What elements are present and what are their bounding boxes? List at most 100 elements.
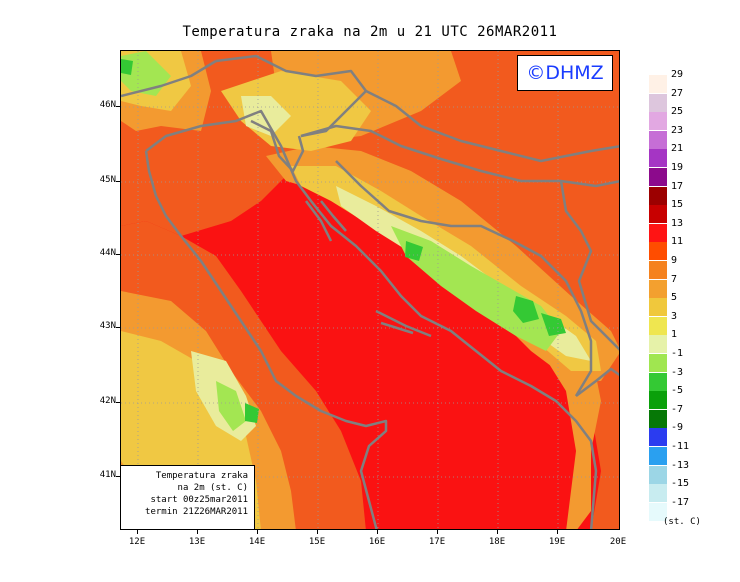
- montenegro-border: [575, 367, 619, 397]
- austria-border: [121, 59, 217, 98]
- legend-label: 7: [671, 273, 678, 285]
- legend-swatch: [649, 428, 667, 447]
- lon-tick: [497, 530, 498, 534]
- lon-label-14e: 14E: [248, 537, 266, 547]
- legend-label: -15: [671, 478, 690, 490]
- legend-swatch: [649, 75, 667, 93]
- lon-label-17e: 17E: [428, 537, 446, 547]
- legend-unit: (st. C): [663, 517, 701, 527]
- legend-label: -3: [671, 366, 684, 378]
- lon-label-18e: 18E: [488, 537, 506, 547]
- legend-label: -13: [671, 459, 690, 471]
- island-3: [375, 309, 432, 338]
- freezing-zone-apennine: [216, 381, 246, 431]
- legend-label: 13: [671, 217, 684, 229]
- legend-label: 27: [671, 87, 684, 99]
- island-2: [320, 200, 347, 232]
- legend-label: 9: [671, 255, 678, 266]
- lat-tick: [116, 181, 120, 182]
- legend-swatch: [649, 149, 667, 168]
- info-line-unit: na 2m (st. C): [177, 483, 248, 493]
- lat-tick: [116, 254, 120, 255]
- lon-tick: [257, 530, 258, 534]
- legend-swatch: [649, 484, 667, 503]
- lat-tick: [116, 402, 120, 403]
- lon-tick: [197, 530, 198, 534]
- legend-label: 23: [671, 124, 684, 136]
- warm-zone-north: [121, 51, 619, 361]
- legend-swatch: [649, 391, 667, 410]
- lat-label-46n: 46N: [99, 100, 116, 110]
- island-4: [380, 321, 414, 335]
- info-line-title: Temperatura zraka: [155, 471, 248, 481]
- legend-label: -9: [671, 422, 684, 434]
- temperature-map: ©DHMZ Temperatura zraka na 2m (st. C) st…: [120, 50, 620, 530]
- lat-label-44n: 44N: [99, 248, 116, 258]
- legend-label: 29: [671, 69, 684, 80]
- info-line-valid: termin 21Z26MAR2011: [145, 507, 248, 517]
- freezing-zone-alps: [121, 51, 171, 96]
- legend-swatch: [649, 93, 667, 112]
- subzero-spot-3: [541, 313, 566, 336]
- hungary-border: [365, 89, 619, 163]
- legend-swatch: [649, 335, 667, 354]
- map-info-box: Temperatura zraka na 2m (st. C) start 00…: [121, 465, 255, 529]
- legend-label: 15: [671, 199, 684, 211]
- legend-swatch: [649, 502, 667, 521]
- legend-swatch: [649, 409, 667, 428]
- mild-zone-montenegro: [541, 351, 601, 529]
- lon-label-13e: 13E: [188, 537, 206, 547]
- lon-label-19e: 19E: [548, 537, 566, 547]
- legend-label: -1: [671, 348, 684, 359]
- info-line-start: start 00z25mar2011: [150, 495, 248, 505]
- legend-swatch: [649, 279, 667, 298]
- subzero-spot-2: [513, 296, 539, 323]
- legend-swatch: [649, 372, 667, 391]
- map-canvas: [121, 51, 619, 529]
- cold-zone-julian: [241, 96, 291, 136]
- subzero-spot-5: [121, 59, 133, 75]
- legend-label: -17: [671, 496, 690, 508]
- slovenia-border: [215, 54, 368, 138]
- lat-tick: [116, 106, 120, 107]
- lon-label-15e: 15E: [308, 537, 326, 547]
- subzero-spot-1: [405, 241, 423, 261]
- lon-label-20e: 20E: [609, 537, 627, 547]
- istria-coastline: [250, 119, 305, 173]
- legend-swatch: [649, 130, 667, 149]
- italy-coastline: [144, 150, 388, 529]
- legend-swatch: [649, 242, 667, 261]
- legend-swatch: [649, 261, 667, 279]
- bosnia-border: [335, 160, 593, 397]
- legend-swatch: [649, 354, 667, 372]
- lat-label-41n: 41N: [99, 470, 116, 480]
- lon-label-12e: 12E: [128, 537, 146, 547]
- lon-tick: [377, 530, 378, 534]
- map-title: Temperatura zraka na 2m u 21 UTC 26MAR20…: [182, 24, 558, 40]
- legend-label: -7: [671, 403, 684, 415]
- adriatic-coastline: [145, 109, 598, 529]
- legend-label: 19: [671, 162, 684, 173]
- croatia-border: [300, 124, 619, 188]
- legend-swatch: [649, 223, 667, 242]
- legend-swatch: [649, 465, 667, 484]
- legend-label: 1: [671, 329, 678, 341]
- dhmz-logo: ©DHMZ: [517, 55, 613, 91]
- lat-tick: [116, 476, 120, 477]
- legend-swatch: [649, 168, 667, 186]
- lat-label-43n: 43N: [99, 321, 116, 331]
- legend-swatch: [649, 316, 667, 335]
- lat-tick: [116, 327, 120, 328]
- lon-tick: [137, 530, 138, 534]
- legend-label: 21: [671, 143, 684, 155]
- bosnia-east-border: [559, 180, 619, 351]
- legend-swatch: [649, 298, 667, 317]
- legend-swatch: [649, 112, 667, 131]
- legend-swatch: [649, 447, 667, 465]
- legend-label: 3: [671, 310, 678, 322]
- lon-tick: [317, 530, 318, 534]
- lat-label-42n: 42N: [99, 396, 116, 406]
- legend-label: 11: [671, 236, 684, 248]
- legend-swatch: [649, 186, 667, 205]
- legend-label: -5: [671, 385, 684, 397]
